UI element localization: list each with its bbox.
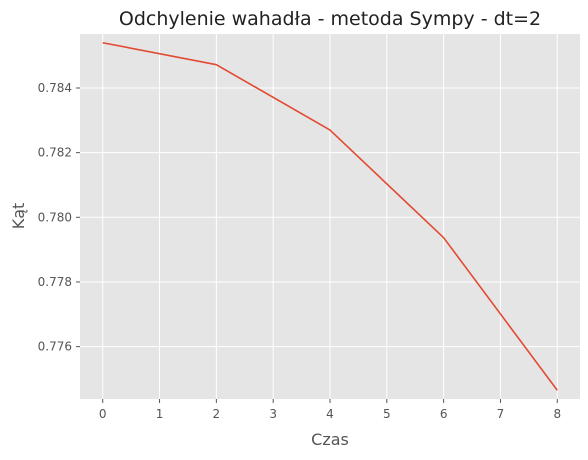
series-layer: [102, 41, 558, 391]
series-line: [102, 41, 558, 391]
x-tick-label: 8: [553, 407, 561, 421]
x-tick-label: 7: [497, 407, 505, 421]
x-axis-ticks: 0 1 2 3 4 5 6 7 8: [99, 399, 561, 421]
y-tick-label: 0.778: [38, 275, 72, 289]
y-axis-label: Kąt: [9, 203, 28, 230]
chart-title: Odchylenie wahadła - metoda Sympy - dt=2: [119, 8, 541, 30]
y-tick-label: 0.784: [38, 81, 72, 95]
y-axis-ticks: 0.776 0.778 0.780 0.782 0.784: [38, 81, 80, 354]
x-tick-label: 3: [269, 407, 277, 421]
x-tick-label: 0: [99, 407, 107, 421]
y-tick-label: 0.780: [38, 210, 72, 224]
x-tick-label: 4: [326, 407, 334, 421]
y-tick-label: 0.776: [38, 340, 72, 354]
x-tick-label: 1: [156, 407, 164, 421]
x-axis-label: Czas: [311, 430, 349, 449]
x-tick-label: 5: [383, 407, 391, 421]
x-tick-label: 2: [213, 407, 221, 421]
x-tick-label: 6: [440, 407, 448, 421]
y-tick-label: 0.782: [38, 146, 72, 160]
grid-lines: [80, 34, 580, 399]
